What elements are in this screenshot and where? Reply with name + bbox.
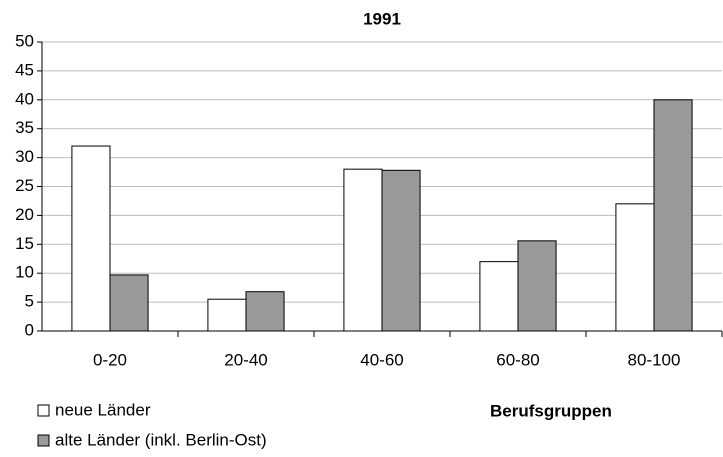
legend-swatch — [37, 434, 50, 447]
bar — [615, 203, 655, 332]
y-tick-label: 20 — [15, 205, 34, 224]
chart-title: 1991 — [363, 9, 401, 28]
legend-swatch — [37, 404, 50, 417]
legend-label: neue Länder — [55, 400, 151, 419]
y-tick-label: 50 — [15, 31, 34, 50]
bar — [207, 298, 247, 332]
y-tick-label: 40 — [15, 89, 34, 108]
y-tick-label: 30 — [15, 147, 34, 166]
legend-label: alte Länder (inkl. Berlin-Ost) — [55, 430, 267, 449]
x-tick-label: 40-60 — [360, 350, 403, 369]
y-tick-label: 25 — [15, 176, 34, 195]
bar — [71, 145, 111, 332]
y-tick-label: 0 — [25, 320, 34, 339]
y-tick-label: 10 — [15, 263, 34, 282]
x-tick-label: 0-20 — [93, 350, 127, 369]
x-axis-label: Berufsgruppen — [490, 401, 612, 420]
y-tick-label: 45 — [15, 60, 34, 79]
y-tick-label: 5 — [25, 292, 34, 311]
y-tick-label: 15 — [15, 234, 34, 253]
x-tick-label: 20-40 — [224, 350, 267, 369]
bar — [245, 291, 285, 332]
y-tick-label: 35 — [15, 118, 34, 137]
bar — [381, 169, 421, 332]
x-tick-label: 60-80 — [496, 350, 539, 369]
bar — [517, 240, 557, 332]
bar — [343, 168, 383, 332]
bar — [479, 261, 519, 332]
x-tick-label: 80-100 — [628, 350, 681, 369]
bar — [653, 99, 693, 332]
bar — [109, 274, 149, 332]
